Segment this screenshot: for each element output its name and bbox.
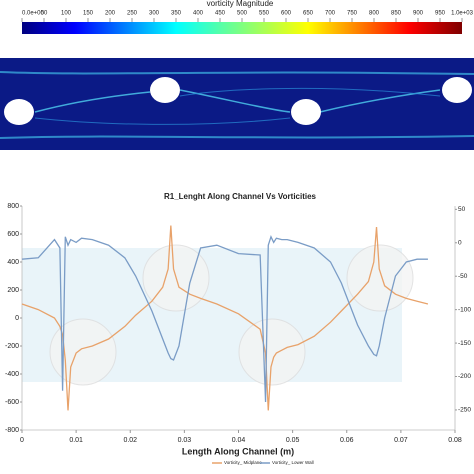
x-tick-label: 0.07 xyxy=(394,437,408,444)
series-line xyxy=(21,225,429,411)
series-line xyxy=(21,235,428,403)
colorbar xyxy=(22,22,462,34)
y-tick-label: -600 xyxy=(5,399,19,406)
x-axis-label: Length Along Channel (m) xyxy=(182,446,294,456)
y-tick-label: -800 xyxy=(5,427,19,434)
flow-field xyxy=(0,58,474,150)
colorbar-tick-label: 350 xyxy=(171,11,182,17)
y2-tick-label: 0 xyxy=(458,239,462,246)
colorbar-tick-label: 600 xyxy=(281,11,292,17)
colorbar-tick-label: 450 xyxy=(215,11,226,17)
colorbar-tick-label: 750 xyxy=(347,11,358,17)
y2-tick-label: -100 xyxy=(458,306,471,313)
x-tick-label: 0 xyxy=(20,437,24,444)
y-tick-label: 0 xyxy=(15,315,19,322)
y-tick-label: -200 xyxy=(5,343,19,350)
colorbar-tick-label: 100 xyxy=(61,11,72,17)
colorbar-tick-label: 850 xyxy=(391,11,402,17)
y-tick-label: 600 xyxy=(7,231,19,238)
x-tick-label: 0.05 xyxy=(286,437,300,444)
x-tick-label: 0.03 xyxy=(178,437,192,444)
background-decoration xyxy=(22,244,414,386)
y-tick-label: 800 xyxy=(7,203,19,210)
colorbar-tick-label: 650 xyxy=(303,11,314,17)
colorbar-tick-label: 200 xyxy=(105,11,116,17)
colorbar-tick-label: 300 xyxy=(149,11,160,17)
y-tick-label: -400 xyxy=(5,371,19,378)
colorbar-tick-label: 1.0e+03 xyxy=(451,11,474,17)
y2-tick-label: 50 xyxy=(458,206,466,213)
legend-label: Vorticity_ Midplane xyxy=(224,460,262,465)
colorbar-tick-label: 500 xyxy=(237,11,248,17)
colorbar-tick-label: 50 xyxy=(41,11,48,17)
colorbar-tick-label: 250 xyxy=(127,11,138,17)
y2-tick-label: -150 xyxy=(458,340,471,347)
colorbar-tick-label: 150 xyxy=(83,11,94,17)
y2-tick-label: -250 xyxy=(458,407,471,414)
chart-title: R1_Lenght Along Channel Vs Vorticities xyxy=(164,192,317,201)
x-tick-label: 0.01 xyxy=(69,437,83,444)
y-tick-label: 400 xyxy=(7,259,19,266)
colorbar-tick-label: 550 xyxy=(259,11,270,17)
x-tick-label: 0.04 xyxy=(232,437,246,444)
y2-tick-label: -50 xyxy=(458,273,468,280)
colorbar-tick-label: 950 xyxy=(435,11,446,17)
colorbar-title: vorticity Magnitude xyxy=(207,0,274,8)
x-tick-label: 0.02 xyxy=(123,437,137,444)
colorbar-tick-label: 900 xyxy=(413,11,424,17)
x-tick-label: 0.06 xyxy=(340,437,354,444)
colorbar-tick-label: 700 xyxy=(325,11,336,17)
colorbar-tick-label: 400 xyxy=(193,11,204,17)
colorbar-tick-label: 0.0e+00 xyxy=(22,11,45,17)
y2-tick-label: -200 xyxy=(458,373,471,380)
colorbar-tick-label: 800 xyxy=(369,11,380,17)
legend-label: Vorticity_ Lower Wall xyxy=(272,460,314,465)
y-tick-label: 200 xyxy=(7,287,19,294)
x-tick-label: 0.08 xyxy=(448,437,462,444)
